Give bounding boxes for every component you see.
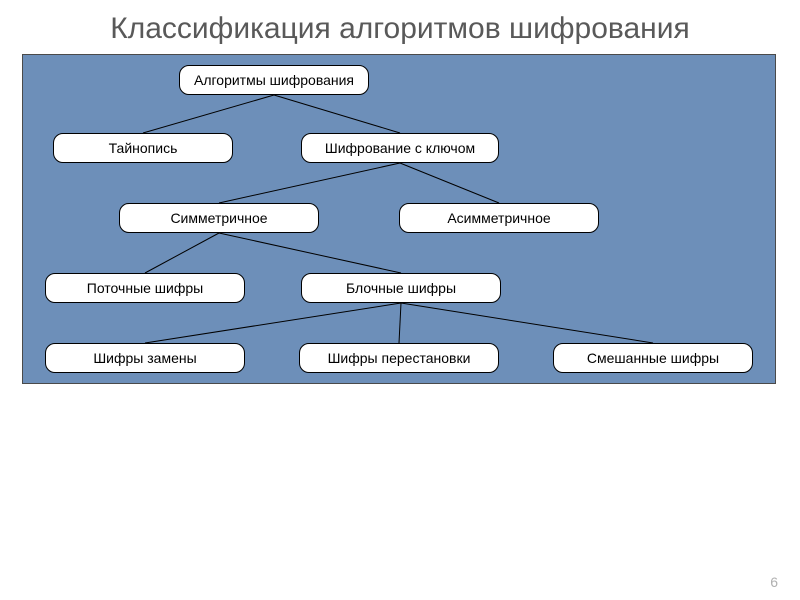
node-keyed: Шифрование с ключом — [301, 133, 499, 163]
node-stream: Поточные шифры — [45, 273, 245, 303]
node-mixed: Смешанные шифры — [553, 343, 753, 373]
edge-symmetric-stream — [145, 233, 219, 273]
edge-root-keyed — [274, 95, 400, 133]
edge-keyed-asymmetric — [400, 163, 499, 203]
edge-block-mixed — [401, 303, 653, 343]
edge-root-secret — [143, 95, 274, 133]
node-block: Блочные шифры — [301, 273, 501, 303]
edge-symmetric-block — [219, 233, 401, 273]
node-symmetric: Симметричное — [119, 203, 319, 233]
node-subst: Шифры замены — [45, 343, 245, 373]
diagram-canvas: Алгоритмы шифрования Тайнопись Шифрование … — [22, 54, 776, 384]
edge-block-perm — [399, 303, 401, 343]
node-secret: Тайнопись — [53, 133, 233, 163]
node-asymmetric: Асимметричное — [399, 203, 599, 233]
edge-keyed-symmetric — [219, 163, 400, 203]
edge-block-subst — [145, 303, 401, 343]
node-perm: Шифры перестановки — [299, 343, 499, 373]
page-number: 6 — [770, 574, 778, 590]
page-title: Классификация алгоритмов шифрования — [0, 0, 800, 54]
node-root: Алгоритмы шифрования — [179, 65, 369, 95]
